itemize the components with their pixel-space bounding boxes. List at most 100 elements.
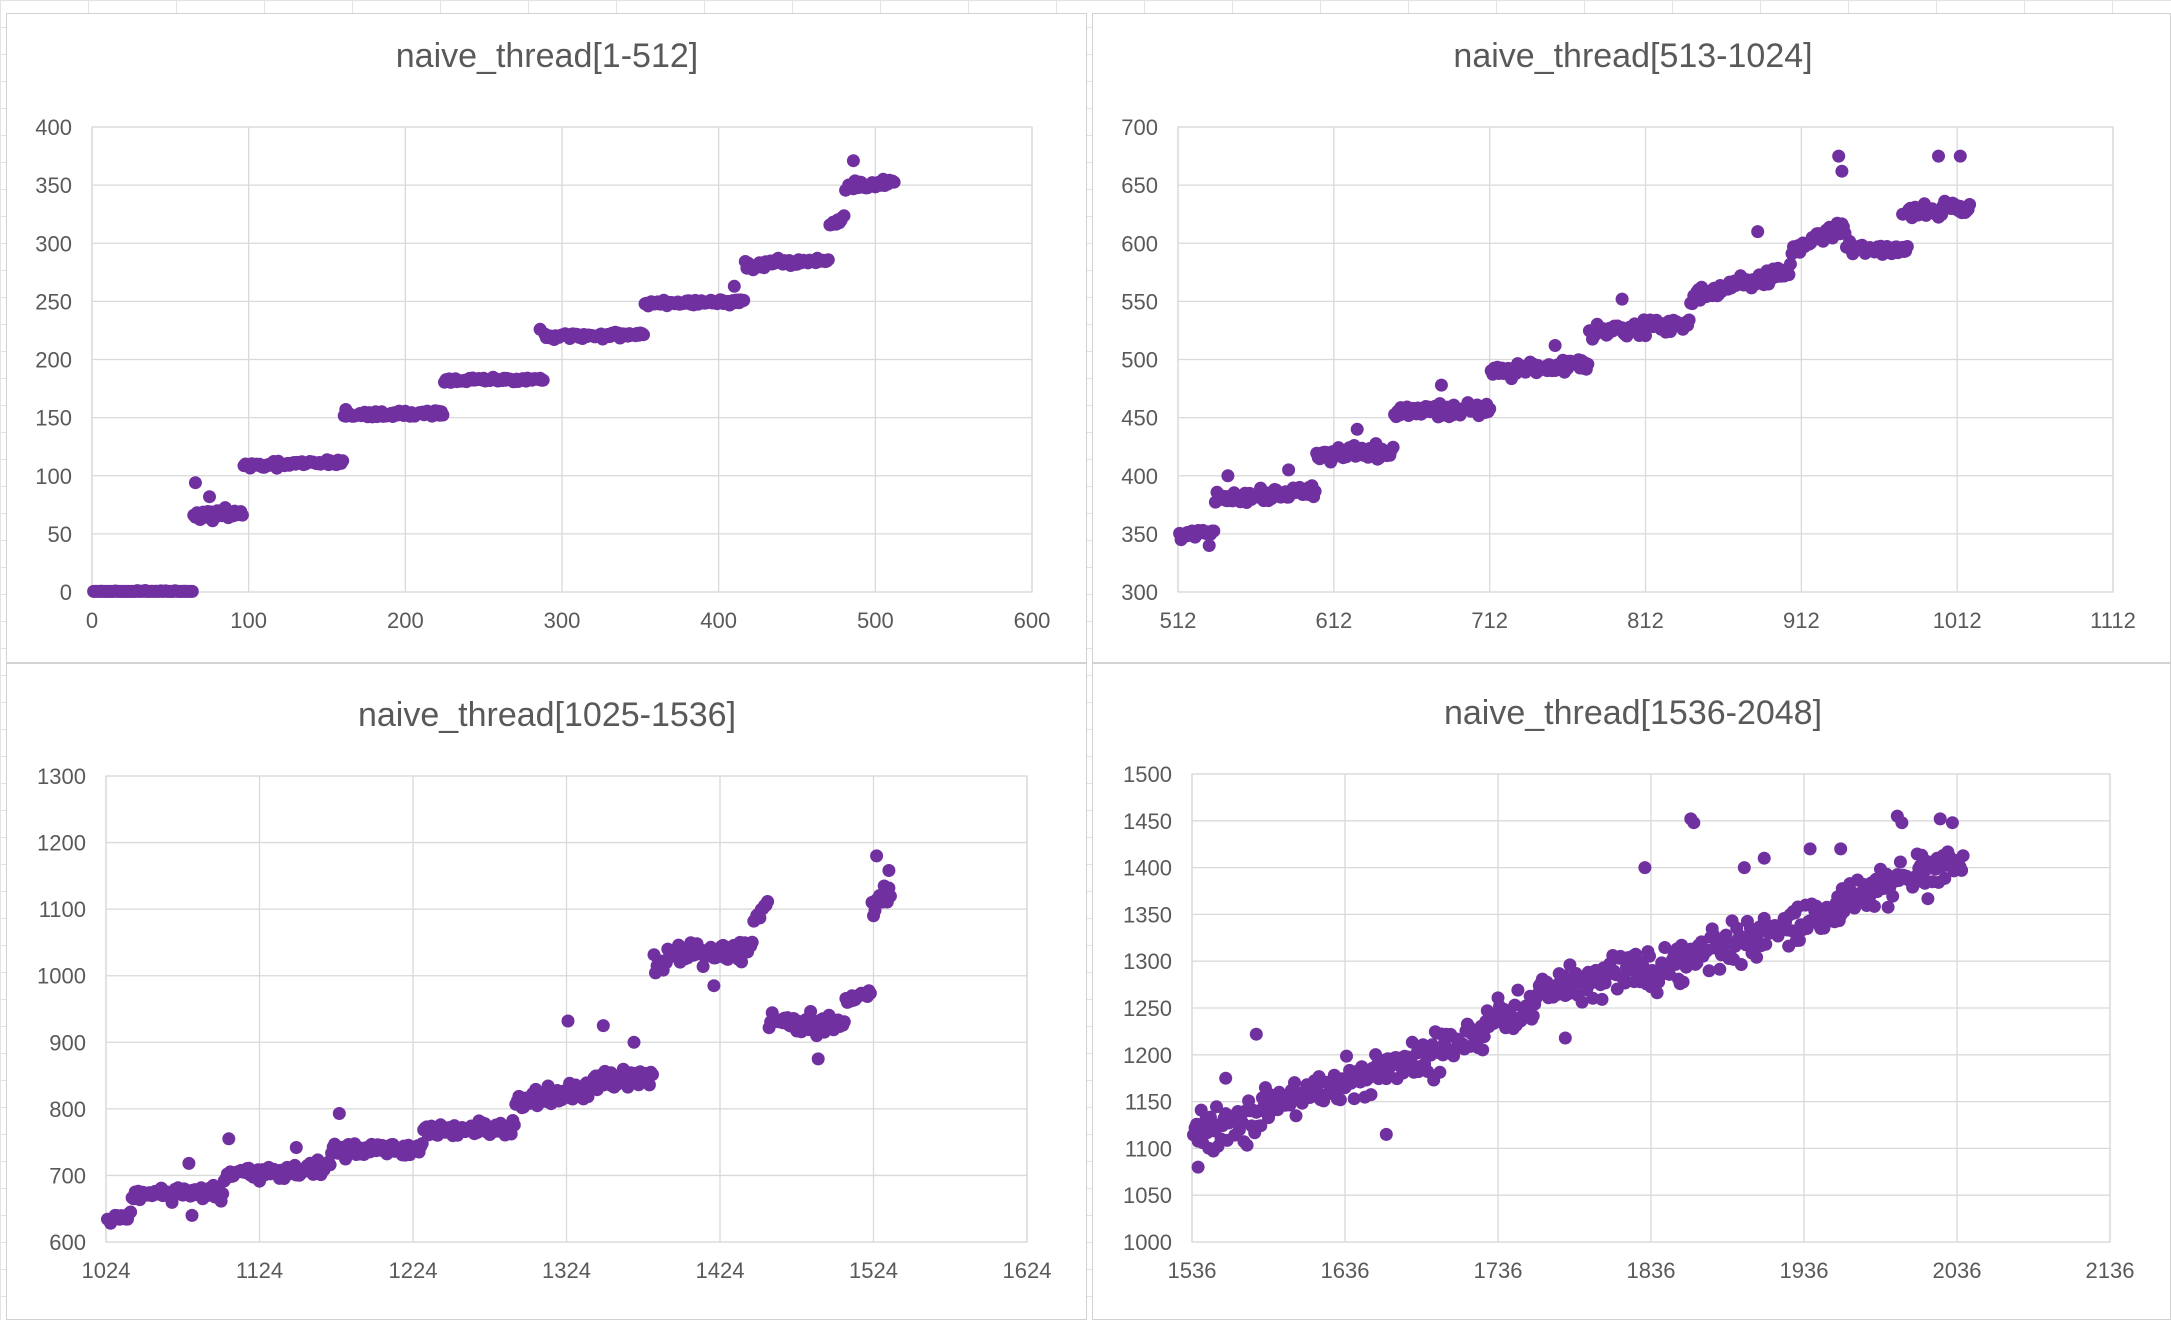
- chart-panel-4[interactable]: naive_thread[1536-2048] 1000 1050 1100 1150 1…: [1092, 663, 2171, 1320]
- y-tick-label: 1050: [1123, 1183, 1172, 1208]
- y-tick-label: 1100: [39, 897, 86, 922]
- chart-title: naive_thread[513-1024]: [1453, 37, 1812, 75]
- y-tick-label: 1350: [1123, 902, 1172, 927]
- y-tick-label: 100: [35, 464, 72, 489]
- y-tick-label: 700: [49, 1163, 86, 1188]
- data-point: [1340, 1049, 1353, 1063]
- data-point: [436, 408, 450, 422]
- data-point: [1953, 149, 1967, 163]
- data-point: [804, 1005, 818, 1018]
- y-tick-label: 350: [35, 173, 72, 198]
- y-tick-label: 1400: [1123, 856, 1172, 881]
- data-point: [1191, 1160, 1205, 1174]
- data-point: [1803, 842, 1817, 856]
- chart-svg-1: naive_thread[1-512] 0 50 100 150 200 250 300 350…: [35, 37, 1051, 633]
- data-point: [1963, 198, 1977, 211]
- chart-title: naive_thread[1-512]: [396, 37, 698, 75]
- data-point: [1254, 1119, 1268, 1133]
- x-tick-label: 612: [1315, 608, 1352, 633]
- data-point: [336, 454, 350, 468]
- data-point: [323, 1158, 337, 1172]
- data-point: [1240, 1138, 1254, 1152]
- data-point: [1900, 240, 1914, 253]
- data-point: [1783, 257, 1797, 271]
- y-tick-label: 50: [48, 522, 72, 547]
- data-point: [1203, 1110, 1217, 1124]
- data-point: [1202, 539, 1216, 552]
- x-tick-label: 1524: [849, 1258, 898, 1283]
- chart-svg-2: naive_thread[513-1024] 300 350 400 450 500 550…: [1121, 37, 2136, 633]
- data-point: [745, 935, 759, 949]
- y-tick-label: 400: [35, 115, 72, 140]
- chart-panel-3[interactable]: naive_thread[1025-1536] 600 700 800 900 1000 1…: [6, 663, 1087, 1320]
- data-point: [1713, 962, 1727, 976]
- data-point: [1945, 816, 1959, 830]
- data-point: [1434, 378, 1448, 392]
- x-tick-label: 100: [230, 608, 267, 633]
- y-tick-label: 1000: [37, 964, 86, 989]
- data-point: [1702, 964, 1716, 978]
- data-point: [627, 1035, 641, 1049]
- y-tick-label: 1500: [1123, 762, 1172, 787]
- data-point: [1759, 937, 1773, 951]
- data-point: [1379, 1127, 1393, 1141]
- x-tick-label: 0: [86, 608, 98, 633]
- data-point: [1308, 484, 1322, 498]
- data-point: [637, 328, 650, 342]
- data-point: [1526, 1009, 1540, 1023]
- x-tick-label: 200: [387, 608, 424, 633]
- data-point: [737, 293, 751, 307]
- y-tick-label: 1450: [1123, 809, 1172, 834]
- data-point: [182, 1156, 196, 1170]
- y-tick-label: 300: [35, 231, 72, 256]
- data-point: [1938, 871, 1952, 885]
- x-tick-label: 400: [700, 608, 737, 633]
- y-tick-label: 1300: [1123, 949, 1172, 974]
- data-point: [1933, 812, 1947, 826]
- x-tick-label: 712: [1471, 608, 1508, 633]
- x-tick-label: 1836: [1627, 1258, 1676, 1283]
- x-tick-label: 1324: [542, 1258, 591, 1283]
- data-point: [536, 373, 550, 387]
- data-point: [332, 1107, 346, 1120]
- data-point: [837, 1015, 851, 1029]
- data-point: [1433, 1065, 1447, 1079]
- chart-panel-1[interactable]: naive_thread[1-512] 0 50 100 150 200 250 300 350…: [6, 13, 1087, 663]
- data-point: [1757, 851, 1771, 865]
- data-point: [821, 253, 835, 267]
- data-point: [185, 1208, 199, 1222]
- y-tick-label: 700: [1121, 115, 1158, 140]
- y-tick-label: 450: [1121, 406, 1158, 431]
- data-point: [887, 175, 901, 189]
- x-tick-label: 1536: [1168, 1258, 1217, 1283]
- y-tick-label: 1100: [1125, 1136, 1172, 1161]
- data-point: [1483, 402, 1497, 416]
- x-tick-label: 1124: [236, 1258, 283, 1283]
- y-tick-label: 650: [1121, 173, 1158, 198]
- data-point: [561, 1014, 575, 1028]
- y-tick-label: 0: [60, 580, 72, 605]
- y-tick-label: 250: [35, 289, 72, 314]
- y-tick-label: 600: [49, 1230, 86, 1255]
- y-tick-label: 350: [1121, 522, 1158, 547]
- data-points: [1173, 149, 1977, 552]
- data-point: [696, 960, 710, 973]
- data-point: [1832, 149, 1846, 163]
- chart-panel-2[interactable]: naive_thread[513-1024] 300 350 400 450 500 550…: [1092, 13, 2171, 663]
- data-points: [101, 849, 897, 1230]
- x-tick-label: 600: [1014, 608, 1051, 633]
- data-point: [533, 322, 547, 336]
- data-point: [203, 490, 216, 504]
- data-point: [1249, 1027, 1263, 1041]
- data-point: [1350, 422, 1364, 436]
- x-tick-label: 1024: [82, 1258, 131, 1283]
- data-point: [870, 849, 884, 863]
- data-point: [1955, 863, 1969, 877]
- data-point: [596, 1019, 610, 1033]
- data-point: [646, 1068, 659, 1081]
- data-point: [642, 1078, 656, 1092]
- data-point: [1476, 1043, 1490, 1057]
- x-tick-label: 912: [1783, 608, 1820, 633]
- data-point: [1792, 933, 1806, 947]
- data-point: [1751, 225, 1765, 239]
